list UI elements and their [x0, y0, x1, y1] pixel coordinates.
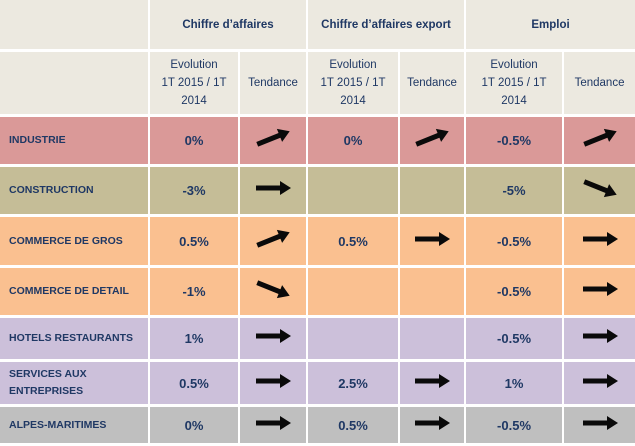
arrow-down-right-icon: [253, 277, 293, 306]
emploi-value: -0.5%: [466, 318, 565, 362]
sub-header-evolution: Evolution 1T 2015 / 1T 2014: [308, 52, 401, 117]
ca-value: 0.5%: [150, 217, 240, 268]
arrow-right-icon: [580, 277, 620, 306]
table-row-commerce-de-detail: COMMERCE DE DETAIL -1% -0.5%: [0, 268, 635, 318]
ca-trend-cell: [240, 362, 309, 407]
ca-value: 0%: [150, 117, 240, 167]
row-label: ALPES-MARITIMES: [0, 407, 150, 446]
export-value: 0.5%: [308, 217, 401, 268]
ca-trend-cell: [240, 117, 309, 167]
export-value: 2.5%: [308, 362, 401, 407]
table-row-industrie: INDUSTRIE 0% 0% -0.5%: [0, 117, 635, 167]
export-trend-cell: [400, 407, 467, 446]
export-trend-cell: [400, 362, 467, 407]
row-label: COMMERCE DE DETAIL: [0, 268, 150, 318]
sub-header-evolution: Evolution 1T 2015 / 1T 2014: [466, 52, 565, 117]
emploi-value: -0.5%: [466, 407, 565, 446]
row-label: CONSTRUCTION: [0, 167, 150, 217]
export-trend-cell: [400, 117, 467, 167]
emploi-trend-cell: [564, 117, 635, 167]
table-row-hotels-restaurants: HOTELS RESTAURANTS 1% -0.5%: [0, 318, 635, 362]
arrow-right-icon: [580, 324, 620, 353]
emploi-value: 1%: [466, 362, 565, 407]
ca-trend-cell: [240, 217, 309, 268]
sub-header-tendance: Tendance: [564, 52, 635, 117]
row-label: SERVICES AUX ENTREPRISES: [0, 362, 150, 407]
emploi-trend-cell: [564, 362, 635, 407]
emploi-value: -0.5%: [466, 217, 565, 268]
header-chiffre-affaires-export: Chiffre d’affaires export: [308, 0, 467, 52]
export-trend-cell: [400, 268, 467, 318]
header-chiffre-affaires: Chiffre d’affaires: [150, 0, 309, 52]
export-value: [308, 318, 401, 362]
arrow-right-icon: [253, 411, 293, 440]
arrow-right-icon: [253, 324, 293, 353]
table-row-construction: CONSTRUCTION -3% -5%: [0, 167, 635, 217]
arrow-right-icon: [580, 369, 620, 398]
export-value: [308, 167, 401, 217]
sub-header-row: Evolution 1T 2015 / 1T 2014 Tendance Evolu…: [0, 52, 635, 117]
table-row-commerce-de-gros: COMMERCE DE GROS 0.5% 0.5% -0.5%: [0, 217, 635, 268]
sub-header-tendance: Tendance: [400, 52, 467, 117]
ca-value: 1%: [150, 318, 240, 362]
arrow-up-right-icon: [580, 126, 620, 155]
arrow-right-icon: [253, 176, 293, 205]
ca-value: 0%: [150, 407, 240, 446]
emploi-value: -5%: [466, 167, 565, 217]
ca-value: 0.5%: [150, 362, 240, 407]
emploi-trend-cell: [564, 318, 635, 362]
export-trend-cell: [400, 167, 467, 217]
emploi-trend-cell: [564, 407, 635, 446]
export-trend-cell: [400, 217, 467, 268]
ca-value: -1%: [150, 268, 240, 318]
table-row-alpes-maritimes: ALPES-MARITIMES 0% 0.5% -0.5%: [0, 407, 635, 446]
sub-header-evolution: Evolution 1T 2015 / 1T 2014: [150, 52, 240, 117]
emploi-value: -0.5%: [466, 268, 565, 318]
row-label: INDUSTRIE: [0, 117, 150, 167]
ca-trend-cell: [240, 268, 309, 318]
emploi-trend-cell: [564, 268, 635, 318]
header-emploi: Emploi: [466, 0, 635, 52]
arrow-down-right-icon: [580, 176, 620, 205]
arrow-up-right-icon: [412, 126, 452, 155]
emploi-trend-cell: [564, 217, 635, 268]
arrow-up-right-icon: [253, 126, 293, 155]
arrow-right-icon: [412, 411, 452, 440]
row-label: HOTELS RESTAURANTS: [0, 318, 150, 362]
arrow-right-icon: [412, 227, 452, 256]
export-trend-cell: [400, 318, 467, 362]
ca-trend-cell: [240, 318, 309, 362]
export-value: 0%: [308, 117, 401, 167]
sub-header-tendance: Tendance: [240, 52, 309, 117]
header-empty-cell: [0, 0, 150, 52]
arrow-right-icon: [580, 227, 620, 256]
group-header-row: Chiffre d’affaires Chiffre d’affaires ex…: [0, 0, 635, 52]
emploi-value: -0.5%: [466, 117, 565, 167]
export-value: [308, 268, 401, 318]
table-row-services-aux-entreprises: SERVICES AUX ENTREPRISES 0.5% 2.5% 1%: [0, 362, 635, 407]
ca-value: -3%: [150, 167, 240, 217]
ca-trend-cell: [240, 407, 309, 446]
export-value: 0.5%: [308, 407, 401, 446]
ca-trend-cell: [240, 167, 309, 217]
arrow-right-icon: [580, 411, 620, 440]
emploi-trend-cell: [564, 167, 635, 217]
arrow-right-icon: [253, 369, 293, 398]
arrow-right-icon: [412, 369, 452, 398]
row-label: COMMERCE DE GROS: [0, 217, 150, 268]
arrow-up-right-icon: [253, 227, 293, 256]
sub-header-empty-cell: [0, 52, 150, 117]
